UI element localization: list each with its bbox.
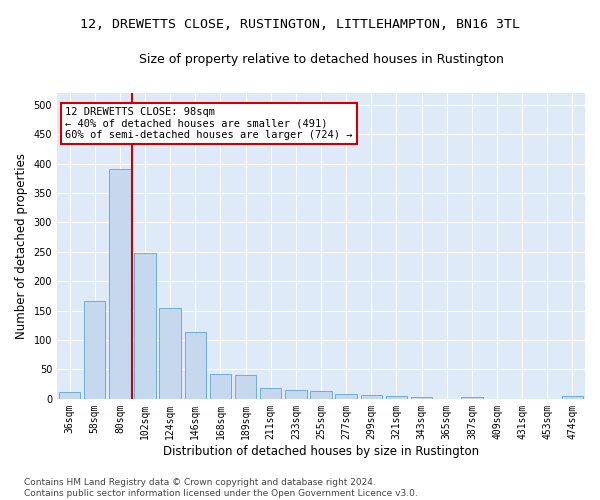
Bar [285,390,307,399]
Bar [109,170,131,399]
Y-axis label: Number of detached properties: Number of detached properties [15,153,28,339]
Bar [210,374,231,399]
Bar [386,396,407,399]
Bar [84,300,106,399]
Text: 12 DREWETTS CLOSE: 98sqm
← 40% of detached houses are smaller (491)
60% of semi-: 12 DREWETTS CLOSE: 98sqm ← 40% of detach… [65,107,352,140]
X-axis label: Distribution of detached houses by size in Rustington: Distribution of detached houses by size … [163,444,479,458]
Title: Size of property relative to detached houses in Rustington: Size of property relative to detached ho… [139,52,503,66]
Bar [185,332,206,399]
Bar [335,394,357,399]
Bar [134,253,156,399]
Bar [411,397,432,399]
Text: Contains HM Land Registry data © Crown copyright and database right 2024.
Contai: Contains HM Land Registry data © Crown c… [24,478,418,498]
Bar [562,396,583,399]
Bar [361,396,382,399]
Bar [461,397,482,399]
Bar [235,376,256,399]
Text: 12, DREWETTS CLOSE, RUSTINGTON, LITTLEHAMPTON, BN16 3TL: 12, DREWETTS CLOSE, RUSTINGTON, LITTLEHA… [80,18,520,30]
Bar [59,392,80,399]
Bar [160,308,181,399]
Bar [310,391,332,399]
Bar [260,388,281,399]
